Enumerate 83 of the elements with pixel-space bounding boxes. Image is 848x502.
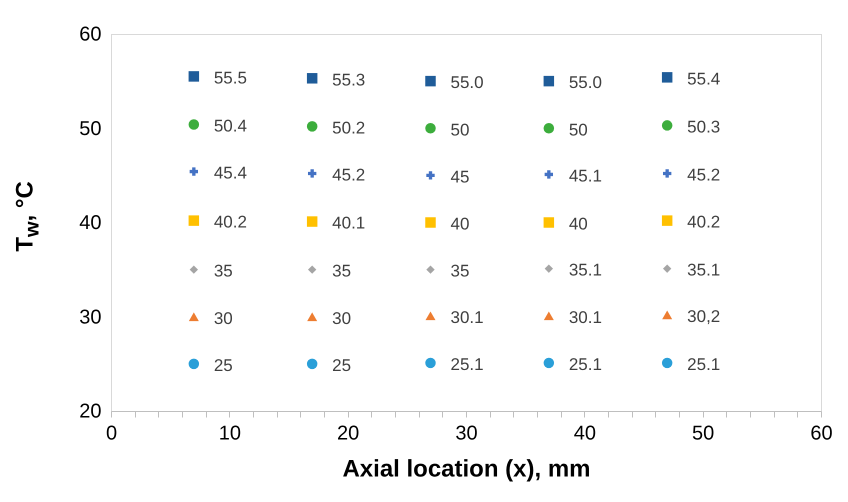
y-tick-label: 20 [79, 400, 102, 422]
data-label: 25 [332, 356, 352, 375]
data-label: 45.2 [332, 165, 366, 184]
data-label: 35 [332, 262, 352, 281]
data-label: 30 [214, 308, 233, 328]
y-tick-label: 40 [79, 212, 102, 234]
x-tick-label: 50 [692, 422, 714, 444]
data-label: 50 [450, 120, 470, 140]
point [544, 170, 554, 179]
point [306, 358, 318, 370]
point [188, 215, 200, 226]
point [190, 265, 198, 274]
data-label: 45.1 [568, 166, 602, 186]
point [662, 264, 672, 273]
x-tick-label: 10 [218, 422, 241, 444]
x-tick-label: 20 [337, 422, 360, 444]
y-tick-label: 60 [79, 24, 102, 46]
data-label: 30.1 [450, 308, 484, 327]
point [544, 311, 554, 320]
point [306, 73, 318, 84]
data-label: 55.4 [687, 69, 720, 88]
data-label: 25.1 [687, 354, 720, 374]
y-tick-label: 30 [79, 306, 102, 328]
data-label: 40.1 [332, 214, 366, 233]
data-label: 35 [450, 262, 470, 281]
point [308, 169, 316, 178]
point [306, 121, 318, 132]
point [188, 358, 200, 370]
x-tick-label: 30 [455, 422, 478, 444]
data-label: 50.3 [687, 117, 720, 136]
point [188, 119, 200, 130]
point [425, 76, 436, 86]
data-label: 45 [450, 167, 470, 186]
point [544, 217, 554, 228]
data-label: 25 [214, 356, 233, 375]
point [188, 71, 200, 82]
point [426, 171, 435, 180]
point [188, 312, 199, 322]
data-label: 40 [450, 214, 470, 234]
point [544, 358, 554, 368]
y-tick-label: 50 [79, 118, 102, 140]
point [425, 217, 436, 228]
data-label: 40 [568, 214, 588, 234]
data-label: 40.2 [214, 212, 247, 232]
point [662, 310, 672, 320]
data-label: 55.0 [450, 73, 484, 92]
point [426, 311, 436, 320]
data-label: 55.5 [214, 68, 247, 88]
x-tick-label: 0 [106, 422, 118, 444]
point [426, 265, 435, 274]
point [425, 358, 436, 368]
data-label: 55.3 [332, 70, 366, 90]
data-label: 40.2 [687, 212, 720, 232]
point [306, 216, 318, 227]
data-label: 35.1 [568, 260, 602, 280]
x-tick-label: 40 [574, 422, 596, 444]
data-label: 30.1 [568, 308, 602, 327]
data-label: 45.4 [214, 164, 247, 183]
x-axis-title: Axial location (x), mm [342, 456, 591, 482]
point [662, 72, 672, 83]
point [544, 264, 554, 273]
data-label: 50.4 [214, 116, 247, 136]
x-tick-label: 60 [810, 422, 833, 444]
data-label: 35 [214, 262, 233, 281]
point [544, 123, 554, 134]
data-label: 55.0 [568, 73, 602, 92]
data-label: 25.1 [450, 354, 484, 374]
point [662, 169, 672, 178]
point [425, 123, 436, 134]
data-label: 30 [332, 308, 352, 328]
data-label: 25.1 [568, 354, 602, 374]
point [662, 120, 672, 131]
point [307, 312, 318, 322]
point [308, 265, 316, 274]
point [544, 76, 554, 86]
point [662, 215, 672, 226]
point [662, 358, 672, 368]
data-label: 30,2 [687, 306, 720, 326]
data-label: 35.1 [687, 260, 720, 280]
point [190, 167, 198, 176]
data-label: 50 [568, 120, 588, 140]
data-label: 45.2 [687, 165, 720, 184]
data-label: 50.2 [332, 118, 366, 138]
